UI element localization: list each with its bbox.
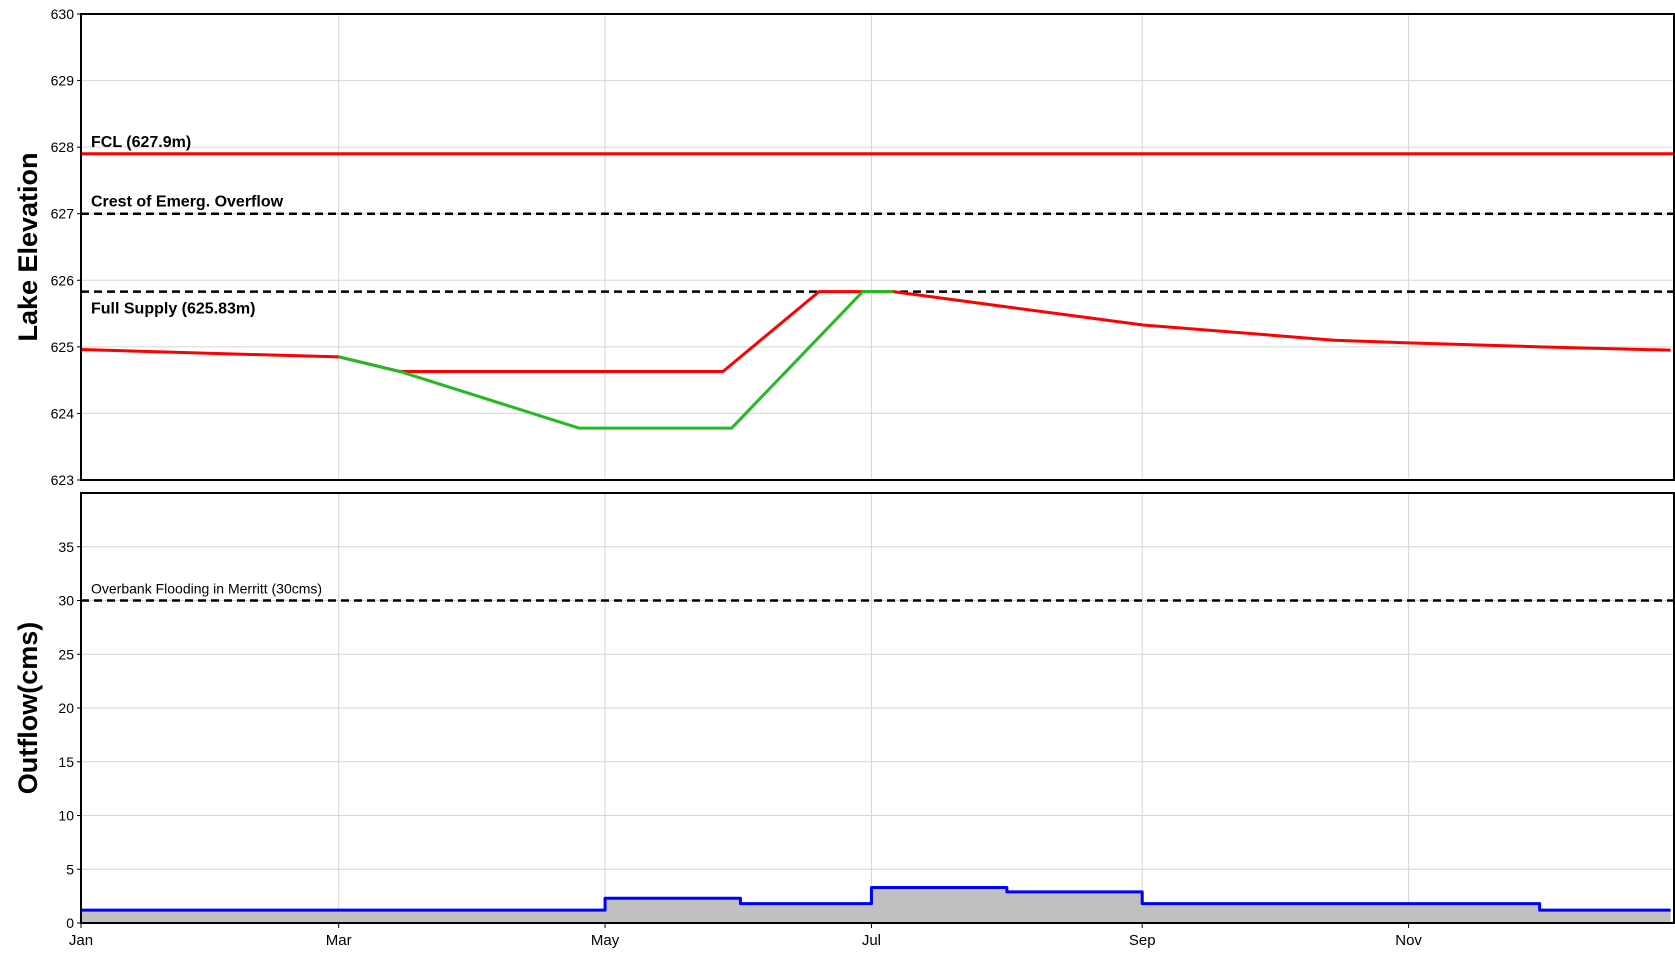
y-tick-label: 624 <box>51 405 75 421</box>
x-tick-label: Mar <box>326 932 352 949</box>
y-tick-label: 30 <box>58 593 74 609</box>
y-axis-title: Outflow(cms) <box>13 622 43 795</box>
reference-line-label: Overbank Flooding in Merritt (30cms) <box>91 581 322 597</box>
y-tick-label: 630 <box>51 6 75 22</box>
y-tick-label: 0 <box>66 915 74 931</box>
lake-elevation-panel: 623 624 625 626 627 628 629 630 Lake Elevation FC… <box>13 6 1675 488</box>
outflow-area-fill <box>81 887 1671 923</box>
y-tick-label: 627 <box>51 206 75 222</box>
x-tick-label: Nov <box>1395 932 1422 949</box>
y-tick-label: 15 <box>58 754 74 770</box>
x-tick-label: Sep <box>1129 932 1156 949</box>
y-tick-label: 623 <box>51 472 75 488</box>
y-axis-title: Lake Elevation <box>13 152 43 341</box>
reference-line-label: FCL (627.9m) <box>91 134 191 151</box>
y-tick-label: 628 <box>51 139 75 155</box>
x-tick-label: Jan <box>69 932 93 949</box>
x-tick-label: Jul <box>862 932 881 949</box>
x-tick-label: May <box>591 932 620 949</box>
series-line-1 <box>338 290 894 430</box>
y-tick-label: 5 <box>66 861 74 877</box>
reference-line-label: Full Supply (625.83m) <box>91 301 255 318</box>
y-tick-label: 629 <box>51 73 75 89</box>
y-tick-label: 35 <box>58 539 74 555</box>
plot-frame <box>80 492 1675 924</box>
y-tick-label: 20 <box>58 700 74 716</box>
series-line-0 <box>81 886 1671 912</box>
series-line-0 <box>80 290 1671 373</box>
plot-frame <box>80 13 1675 481</box>
y-tick-label: 25 <box>58 646 74 662</box>
outflow-panel: 0 5 10 15 20 25 30 35 Outflow(cms) Overbank Flood… <box>13 492 1675 949</box>
y-tick-label: 10 <box>58 808 74 824</box>
y-tick-label: 625 <box>51 339 75 355</box>
reference-line-label: Crest of Emerg. Overflow <box>91 194 284 211</box>
y-tick-label: 626 <box>51 272 75 288</box>
